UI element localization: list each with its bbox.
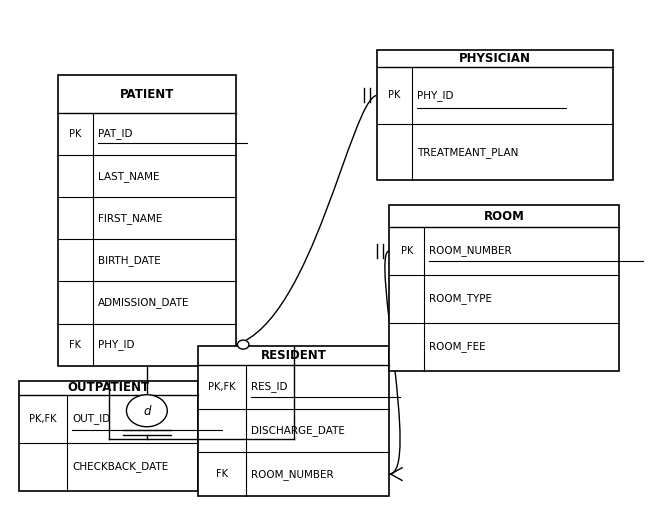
Text: PHY_ID: PHY_ID	[98, 339, 134, 350]
Bar	[20, 381, 198, 491]
Text: ADMISSION_DATE: ADMISSION_DATE	[98, 297, 189, 308]
Text: FIRST_NAME: FIRST_NAME	[98, 213, 162, 224]
Text: RESIDENT: RESIDENT	[260, 349, 327, 362]
Text: ROOM_FEE: ROOM_FEE	[430, 341, 486, 352]
Text: PK: PK	[400, 246, 413, 256]
Text: RES_ID: RES_ID	[251, 382, 287, 392]
Bar	[376, 50, 613, 180]
Text: PK: PK	[69, 129, 81, 139]
Bar	[198, 345, 389, 496]
Text: PHYSICIAN: PHYSICIAN	[458, 52, 531, 65]
Text: FK: FK	[69, 340, 81, 350]
Text: PK: PK	[388, 90, 400, 101]
Bar	[57, 75, 236, 366]
Text: PHY_ID: PHY_ID	[417, 90, 453, 101]
Text: BIRTH_DATE: BIRTH_DATE	[98, 255, 161, 266]
Bar	[389, 205, 619, 370]
Text: DISCHARGE_DATE: DISCHARGE_DATE	[251, 425, 345, 436]
Circle shape	[126, 394, 167, 427]
Text: OUTPATIENT: OUTPATIENT	[68, 381, 150, 394]
Text: PK,FK: PK,FK	[208, 382, 236, 392]
Text: PK,FK: PK,FK	[29, 414, 57, 424]
Circle shape	[238, 340, 249, 349]
Text: ROOM_NUMBER: ROOM_NUMBER	[430, 245, 512, 257]
Text: PAT_ID: PAT_ID	[98, 129, 132, 140]
Text: ROOM_NUMBER: ROOM_NUMBER	[251, 469, 333, 479]
Text: ROOM_TYPE: ROOM_TYPE	[430, 293, 493, 304]
Text: PATIENT: PATIENT	[120, 87, 174, 101]
Text: ROOM: ROOM	[484, 210, 525, 223]
Text: d: d	[143, 405, 150, 418]
Text: OUT_ID: OUT_ID	[72, 413, 111, 425]
Text: TREATMEANT_PLAN: TREATMEANT_PLAN	[417, 147, 518, 157]
Text: LAST_NAME: LAST_NAME	[98, 171, 159, 181]
Text: CHECKBACK_DATE: CHECKBACK_DATE	[72, 461, 169, 472]
Text: FK: FK	[216, 469, 228, 479]
